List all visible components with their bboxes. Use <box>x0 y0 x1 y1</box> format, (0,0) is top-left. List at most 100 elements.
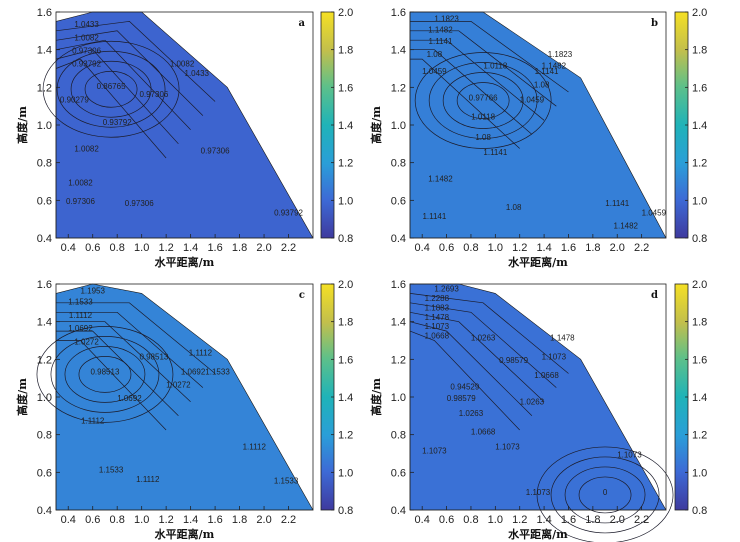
contour-line <box>564 466 646 524</box>
colorbar-tick-label: 2.0 <box>338 7 353 19</box>
contour-line <box>410 58 520 149</box>
contour-label: 1.2288 <box>425 294 450 303</box>
contour-label: 1.08 <box>534 80 550 89</box>
colorbar-tick-label: 1.0 <box>692 195 707 207</box>
contour-line <box>78 356 132 393</box>
contour-line <box>42 40 180 138</box>
contour-label: 1.0433 <box>185 69 210 78</box>
y-tick-label: 0.8 <box>391 430 406 442</box>
y-tick-label: 0.6 <box>391 467 406 479</box>
y-tick-label: 1.6 <box>391 7 406 19</box>
contour-line <box>70 60 152 118</box>
x-tick-label: 1.2 <box>158 242 173 254</box>
contour-label: 0.97306 <box>66 197 95 206</box>
contour-label: 1.1823 <box>548 50 573 59</box>
y-tick-label: 1.2 <box>391 82 406 94</box>
contour-label: 1.0082 <box>68 178 93 187</box>
y-tick-label: 1.2 <box>391 354 406 366</box>
y-tick-label: 0.4 <box>37 233 52 245</box>
y-tick-label: 1.4 <box>391 317 406 329</box>
contour-label: 0.97306 <box>72 46 101 55</box>
colorbar-tick-label: 2.0 <box>692 279 707 291</box>
colorbar-tick-label: 0.8 <box>692 233 707 245</box>
x-tick-label: 1.6 <box>561 514 576 526</box>
contour-label: 1.0692 <box>181 367 206 376</box>
contour-label: 1.08 <box>506 203 522 212</box>
y-tick-label: 0.6 <box>37 195 52 207</box>
x-tick-label: 1.2 <box>512 242 527 254</box>
colorbar-tick-label: 2.0 <box>338 279 353 291</box>
y-tick-label: 0.4 <box>391 505 406 517</box>
contour-label: 1.1141 <box>605 199 629 208</box>
y-tick-label: 1.4 <box>37 45 52 57</box>
panel-label: b <box>651 18 658 29</box>
y-tick-label: 1.4 <box>37 317 52 329</box>
y-tick-label: 1.0 <box>391 392 406 404</box>
contour-line <box>55 30 204 116</box>
contour-label: 1.1112 <box>189 349 213 358</box>
contour-label: 1.0082 <box>74 144 99 153</box>
y-tick-label: 1.0 <box>37 392 52 404</box>
contour-label: 1.0459 <box>642 208 667 217</box>
contour-label: 1.1478 <box>425 313 450 322</box>
contour-label: 1.1482 <box>428 26 453 35</box>
contour-line <box>536 446 674 542</box>
y-tick-label: 1.4 <box>391 45 406 57</box>
contour-label: 1.1141 <box>535 67 559 76</box>
x-tick-label: 1.0 <box>488 242 503 254</box>
x-tick-label: 1.4 <box>183 514 198 526</box>
contour-label: 1.0668 <box>425 332 450 341</box>
x-tick-label: 1.6 <box>561 242 576 254</box>
contour-label: 0.98579 <box>447 394 476 403</box>
x-axis-label: 水平距离/m <box>155 255 215 269</box>
contour-line <box>410 39 545 121</box>
panel-c: 1.1953 1.1533 1.1112 1.0692 1.0272 0.98513 0.9… <box>15 279 353 541</box>
colorbar-tick-label: 1.2 <box>692 158 707 170</box>
colorbar-tick-label: 1.2 <box>338 158 353 170</box>
colorbar-tick-label: 1.0 <box>338 195 353 207</box>
contour-label: 1.0692 <box>117 394 142 403</box>
contour-label: 1.0272 <box>166 381 191 390</box>
x-tick-label: 1.8 <box>232 514 247 526</box>
x-tick-label: 0.6 <box>439 514 454 526</box>
x-tick-label: 0.6 <box>439 242 454 254</box>
y-tick-label: 0.4 <box>37 505 52 517</box>
y-tick-label: 0.6 <box>37 467 52 479</box>
contour-label: 0.98513 <box>139 352 168 361</box>
x-tick-label: 2.2 <box>281 514 296 526</box>
y-axis-label: 高度/m <box>369 106 383 144</box>
colorbar-tick-label: 1.8 <box>338 317 353 329</box>
contour-label: 1.1073 <box>526 488 551 497</box>
contour-label: 1.1141 <box>429 37 453 46</box>
x-tick-label: 1.4 <box>536 514 551 526</box>
y-tick-label: 0.8 <box>37 430 52 442</box>
y-axis-label: 高度/m <box>15 378 29 416</box>
x-tick-label: 1.6 <box>207 242 222 254</box>
contour-label: 1.08 <box>427 50 443 59</box>
contour-line <box>578 476 632 514</box>
colorbar-tick-label: 1.2 <box>692 430 707 442</box>
colorbar-tick-label: 1.8 <box>692 317 707 329</box>
contour-label: 1.1953 <box>80 286 105 295</box>
colorbar-tick-label: 0.8 <box>692 505 707 517</box>
contour-line <box>550 456 660 534</box>
contour-label: 1.1141 <box>483 148 507 157</box>
contour-label: 1.1073 <box>425 322 450 331</box>
colorbar-tick-label: 0.8 <box>338 505 353 517</box>
x-tick-label: 1.8 <box>585 242 600 254</box>
colorbar-tick-label: 1.4 <box>338 120 353 132</box>
contour-line <box>409 321 533 417</box>
colorbar-tick-label: 1.6 <box>692 82 707 94</box>
contour-line <box>56 340 167 431</box>
contour-line <box>56 50 166 128</box>
contour-label: 1.0082 <box>74 33 99 42</box>
contour-label: 1.1482 <box>428 175 453 184</box>
contour-line <box>56 311 204 388</box>
contour-label: 0.97306 <box>201 146 230 155</box>
x-tick-label: 2.0 <box>610 514 625 526</box>
contour-label: 1.1073 <box>422 447 447 456</box>
contour-label: 1.1533 <box>274 477 299 486</box>
contour-label: 1.0459 <box>422 67 447 76</box>
contour-label: 0.98579 <box>499 356 528 365</box>
